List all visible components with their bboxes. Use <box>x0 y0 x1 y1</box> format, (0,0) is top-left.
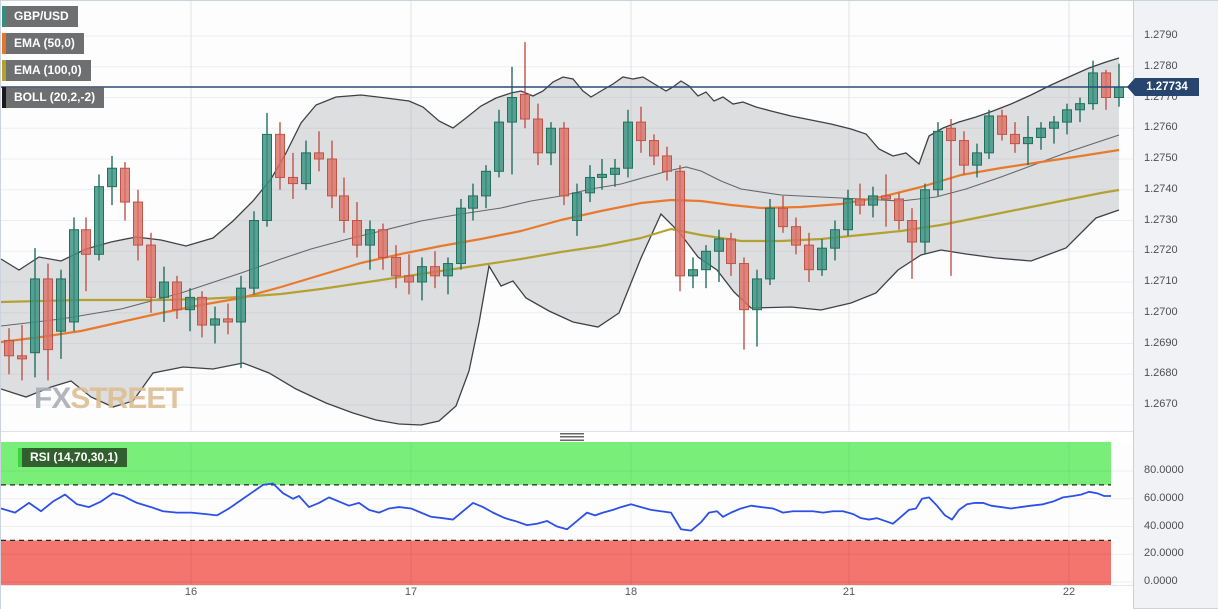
boll-color-bar <box>2 87 6 108</box>
rsi-label: RSI (14,70,30,1) <box>30 450 119 464</box>
rsi-line <box>1 482 1111 532</box>
time-tick-label: 21 <box>842 586 856 598</box>
price-tick-label: 1.2710 <box>1144 275 1178 287</box>
rsi-tick-label: 20.0000 <box>1144 547 1184 560</box>
time-tick-label: 22 <box>1062 586 1076 598</box>
fxstreet-watermark: FXSTREET <box>34 382 184 415</box>
time-tick-label: 18 <box>624 586 638 598</box>
price-tick-label: 1.2690 <box>1144 336 1178 349</box>
ema100-color-bar <box>2 60 6 81</box>
ema50-color-bar <box>2 33 6 54</box>
ema50-badge[interactable]: EMA (50,0) <box>2 33 84 54</box>
time-tick-label: 17 <box>404 586 418 598</box>
ema100-label: EMA (100,0) <box>14 63 82 77</box>
price-tick-label: 1.2790 <box>1144 29 1178 41</box>
rsi-tick-label: 80.0000 <box>1144 464 1184 476</box>
price-tick-label: 1.2780 <box>1144 59 1178 72</box>
rsi-color-bar <box>18 448 22 467</box>
bollinger-band-layer <box>1 57 1120 426</box>
price-tick-label: 1.2720 <box>1144 244 1178 257</box>
rsi-tick-label: 60.0000 <box>1144 491 1184 504</box>
time-axis[interactable] <box>1 585 1133 609</box>
rsi-grid-layer <box>1 442 1133 585</box>
candles-layer <box>4 42 1124 381</box>
symbol-badge[interactable]: GBP/USD <box>2 6 78 27</box>
price-tick-label: 1.2750 <box>1144 152 1178 164</box>
price-tick-label: 1.2680 <box>1144 367 1178 380</box>
ema100-badge[interactable]: EMA (100,0) <box>2 60 91 81</box>
indicator-legend: GBP/USD EMA (50,0) EMA (100,0) BOLL (20,… <box>2 6 105 108</box>
ema50-label: EMA (50,0) <box>14 36 75 50</box>
price-chart-canvas[interactable] <box>1 1 1133 431</box>
price-tick-label: 1.2740 <box>1144 182 1178 195</box>
price-tick-label: 1.2730 <box>1144 213 1178 226</box>
time-tick-label: 16 <box>184 586 198 598</box>
boll-label: BOLL (20,2,-2) <box>14 90 96 104</box>
rsi-tick-label: 40.0000 <box>1144 519 1184 532</box>
price-tick-label: 1.2700 <box>1144 305 1178 318</box>
current-price-badge: 1.27734 <box>1127 78 1199 96</box>
rsi-oversold-zone <box>1 540 1111 585</box>
rsi-badge[interactable]: RSI (14,70,30,1) <box>18 448 128 467</box>
price-axis[interactable]: 1.2790 1.2780 1.2770 1.2760 1.2750 1.2740 1.27… <box>1133 1 1218 608</box>
rsi-overbought-zone <box>1 442 1111 485</box>
boll-badge[interactable]: BOLL (20,2,-2) <box>2 87 105 108</box>
price-tick-label: 1.2760 <box>1144 121 1178 134</box>
price-tick-label: 1.2670 <box>1144 398 1178 410</box>
symbol-color-bar <box>2 6 6 27</box>
divider-grip-icon[interactable] <box>560 433 584 441</box>
rsi-chart-canvas[interactable] <box>1 442 1133 585</box>
symbol-label: GBP/USD <box>14 9 69 23</box>
rsi-tick-label: 0.0000 <box>1144 575 1178 587</box>
